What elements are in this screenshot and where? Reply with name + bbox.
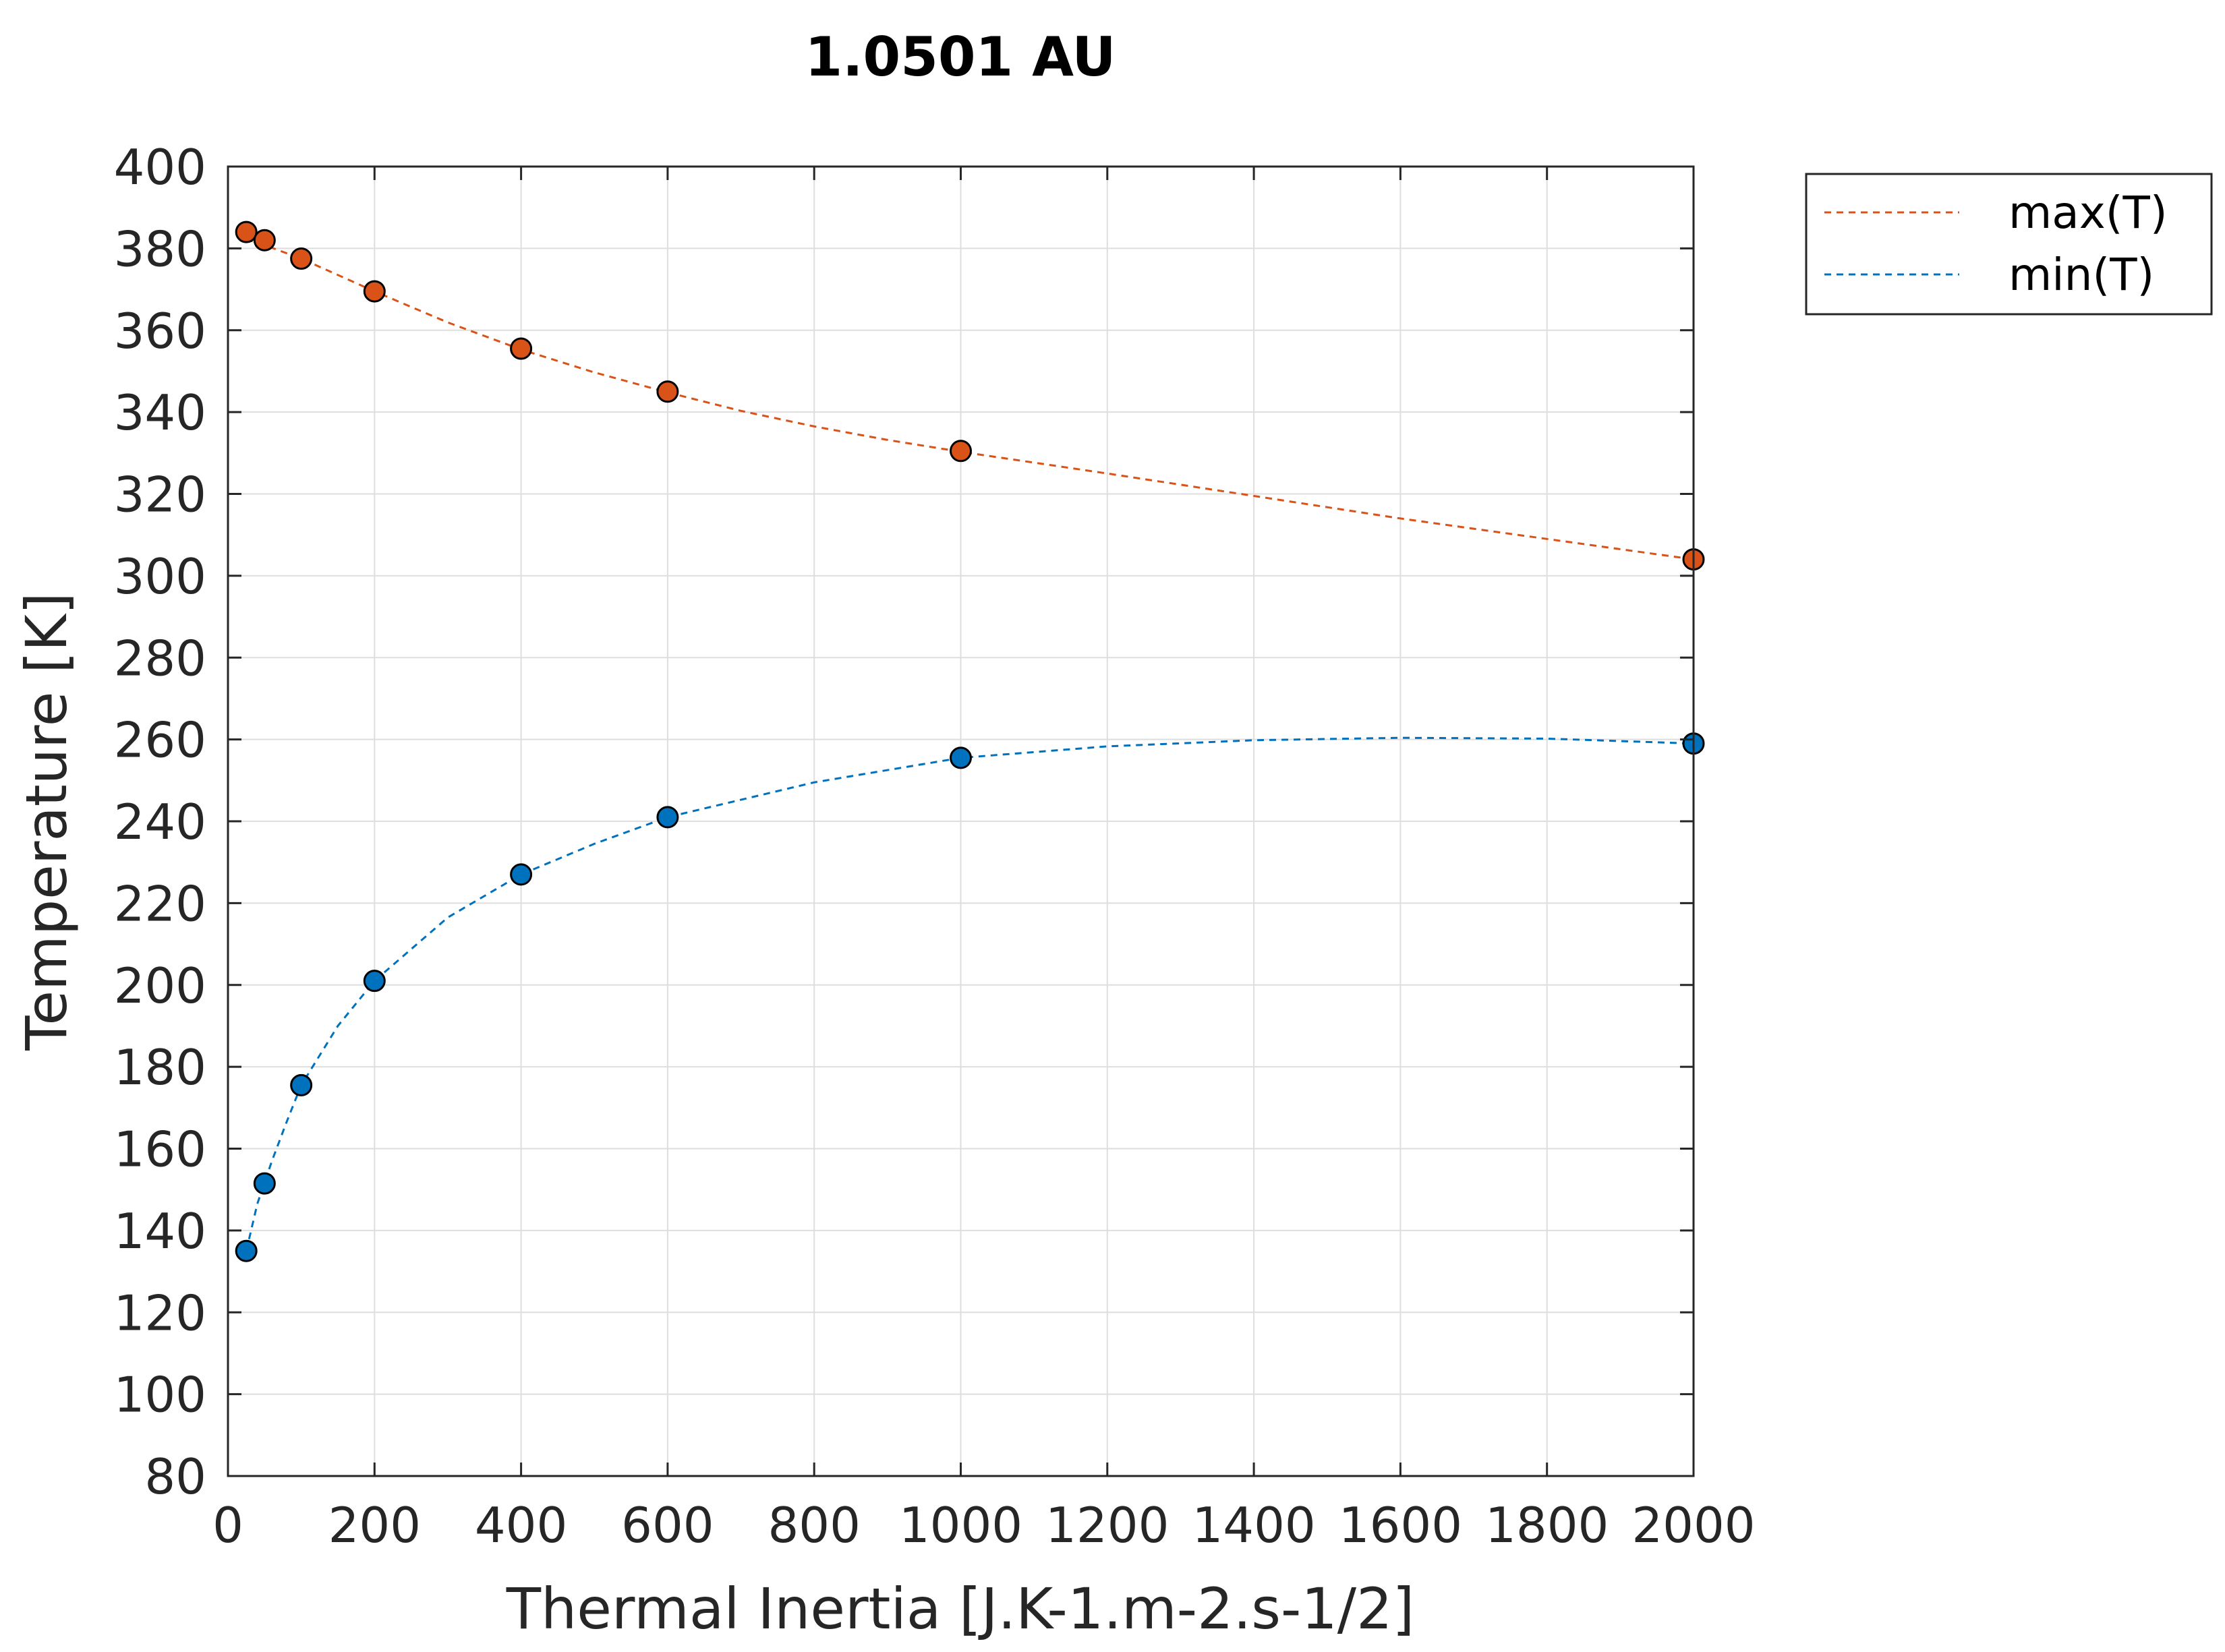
y-tick-label: 200 [114, 957, 206, 1014]
y-tick-label: 340 [114, 384, 206, 441]
x-tick-label: 1400 [1192, 1497, 1315, 1554]
y-tick-label: 240 [114, 794, 206, 850]
x-tick-label: 1200 [1045, 1497, 1169, 1554]
data-markers [235, 220, 1705, 1262]
fit-curve-min [245, 736, 1694, 1251]
y-tick-label: 220 [114, 875, 206, 932]
x-tick-label: 1800 [1485, 1497, 1609, 1554]
data-point-min [363, 970, 386, 993]
fit-curves [245, 238, 1694, 1251]
y-tick-label: 80 [144, 1448, 206, 1505]
data-point-max [235, 220, 258, 243]
x-tick-label: 0 [212, 1497, 243, 1554]
x-tick-label: 1000 [899, 1497, 1022, 1554]
x-tick-label: 600 [621, 1497, 714, 1554]
x-axis-label: Thermal Inertia [J.K-1.m-2.s-1/2] [506, 1576, 1415, 1642]
x-tick-label: 200 [328, 1497, 421, 1554]
data-point-min [253, 1172, 276, 1195]
legend-label-max: max(T) [2009, 187, 2168, 239]
y-tick-label: 360 [114, 303, 206, 359]
data-point-min [510, 863, 533, 886]
y-tick-label: 260 [114, 712, 206, 769]
y-tick-label: 180 [114, 1039, 206, 1096]
y-axis-label: Temperature [K] [13, 592, 80, 1051]
x-tick-label: 2000 [1631, 1497, 1755, 1554]
axis-ticks: 0 200 400 600 800 1000 1200 1400 1600 1800 2000 80 1… [114, 139, 1756, 1554]
y-tick-label: 280 [114, 630, 206, 686]
y-tick-label: 160 [114, 1121, 206, 1178]
x-tick-label: 400 [475, 1497, 567, 1554]
data-point-max [950, 440, 972, 463]
data-point-max [363, 280, 386, 303]
y-tick-label: 320 [114, 467, 206, 523]
fit-curve-max [245, 238, 1694, 561]
data-point-min [235, 1239, 258, 1262]
x-tick-label: 1600 [1339, 1497, 1462, 1554]
data-point-max [510, 337, 533, 360]
y-tick-label: 400 [114, 139, 206, 196]
x-tick-label: 800 [768, 1497, 860, 1554]
y-tick-label: 120 [114, 1285, 206, 1341]
data-point-min [290, 1073, 313, 1096]
chart-title: 1.0501 AU [805, 26, 1116, 88]
y-tick-label: 100 [114, 1367, 206, 1423]
data-point-min [950, 746, 972, 769]
y-tick-label: 300 [114, 548, 206, 605]
legend-box [1805, 173, 2213, 316]
y-tick-label: 140 [114, 1203, 206, 1260]
data-point-min [656, 806, 679, 829]
legend-label-min: min(T) [2009, 249, 2154, 301]
data-point-max [253, 229, 276, 252]
y-tick-label: 380 [114, 220, 206, 277]
data-point-max [290, 247, 313, 270]
legend: max(T) min(T) [1805, 173, 2213, 316]
data-point-max [656, 380, 679, 403]
